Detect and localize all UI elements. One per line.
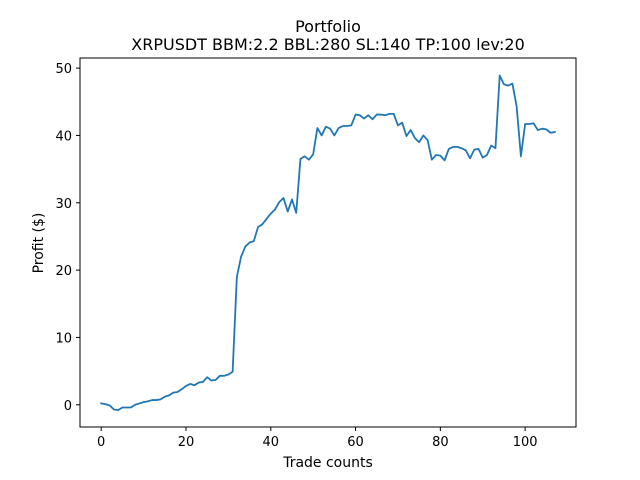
x-tick-label: 40	[262, 435, 279, 450]
x-tick-label: 60	[347, 435, 364, 450]
y-tick-label: 0	[64, 399, 72, 414]
y-axis-label: Profit ($)	[31, 213, 47, 274]
x-tick-label: 20	[178, 435, 195, 450]
chart-subtitle: XRPUSDT BBM:2.2 BBL:280 SL:140 TP:100 le…	[131, 35, 525, 54]
y-tick-label: 50	[55, 62, 72, 77]
chart-title: Portfolio	[295, 17, 361, 36]
axes-frame	[79, 57, 577, 428]
y-tick-label: 40	[55, 129, 72, 144]
plot-area: 0 20 40 60 80 100 0 10 20 30 40 50	[55, 57, 577, 450]
y-tick-label: 20	[55, 264, 72, 279]
x-tick-label: 80	[432, 435, 449, 450]
series-line-0	[100, 74, 556, 412]
x-tick-label: 0	[97, 435, 105, 450]
x-axis-label: Trade counts	[282, 455, 373, 471]
x-tick-label: 100	[513, 435, 538, 450]
y-tick-label: 10	[55, 331, 72, 346]
y-tick-label: 30	[55, 197, 72, 212]
